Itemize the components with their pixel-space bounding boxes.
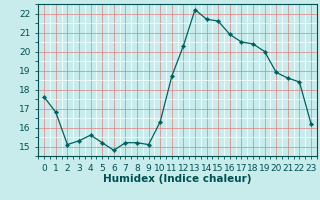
X-axis label: Humidex (Indice chaleur): Humidex (Indice chaleur) — [103, 174, 252, 184]
